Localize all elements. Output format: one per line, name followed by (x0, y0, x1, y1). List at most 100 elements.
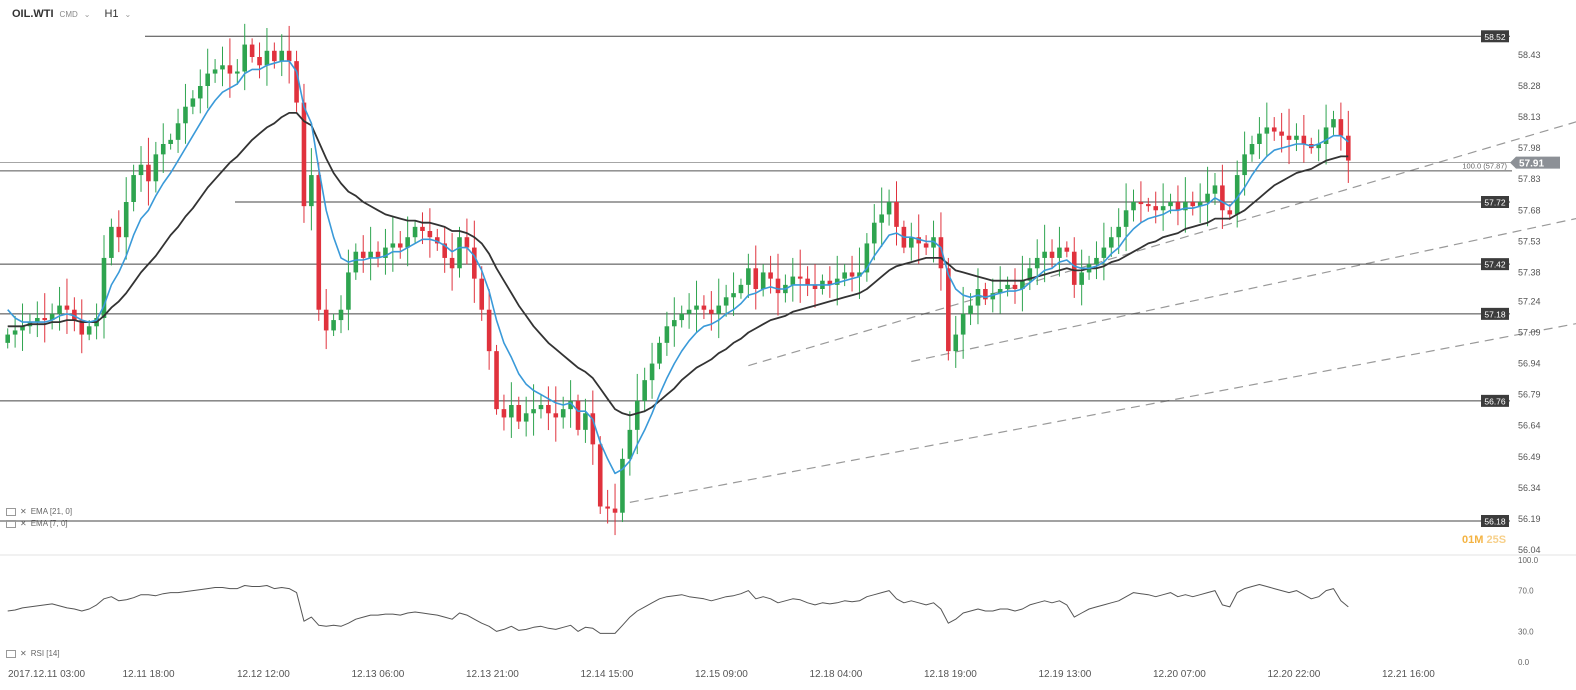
candle-body (1331, 119, 1336, 128)
candle-body (634, 400, 640, 430)
current-price-label: 57.91 (1519, 159, 1544, 170)
candle-body (175, 123, 181, 140)
close-icon[interactable]: ✕ (20, 519, 27, 528)
candle-body (138, 164, 144, 176)
price-tick-label: 56.04 (1518, 545, 1541, 555)
candle-body (657, 342, 662, 364)
price-tick-label: 57.24 (1518, 296, 1541, 306)
channel-line (911, 217, 1576, 363)
candle-body (368, 251, 373, 258)
candle-body (190, 98, 196, 107)
candle-body (531, 409, 536, 414)
candle-body (397, 243, 403, 248)
price-tick-label: 56.64 (1518, 421, 1541, 431)
close-icon[interactable]: ✕ (20, 649, 27, 658)
price-tick-label: 57.83 (1518, 174, 1541, 184)
rsi-tick-label: 0.0 (1518, 658, 1530, 667)
candle-body (812, 284, 818, 289)
candle-body (1101, 247, 1107, 258)
trend-channel (629, 121, 1576, 503)
candle-body (1242, 154, 1247, 176)
candle-body (1279, 131, 1284, 136)
candle-body (1042, 251, 1047, 258)
candle-body (353, 251, 359, 273)
candle-body (442, 243, 447, 258)
candle-body (864, 243, 870, 273)
candle-body (1153, 206, 1159, 211)
price-tick-label: 57.68 (1518, 205, 1541, 215)
candle-body (805, 278, 810, 285)
candle-body (583, 413, 588, 430)
candle-body (560, 409, 566, 418)
chart-header: OIL.WTI CMD ⌄ H1 ⌄ (12, 8, 131, 20)
candle-body (627, 429, 633, 459)
symbol-name[interactable]: OIL.WTI (12, 8, 54, 20)
time-tick-label: 12.15 09:00 (695, 669, 748, 680)
candle-body (1138, 202, 1144, 205)
price-axis: 58.43 58.28 58.13 57.98 57.83 57.68 57.53 57.38… (1518, 50, 1541, 555)
time-tick-label: 12.18 04:00 (810, 669, 863, 680)
candle-body (316, 175, 322, 310)
chevron-down-icon[interactable]: ⌄ (83, 9, 91, 19)
settings-icon[interactable] (6, 649, 16, 658)
price-tick-label: 56.34 (1518, 483, 1541, 493)
indicator-label: RSI [14] (30, 649, 60, 658)
candle-body (168, 139, 173, 144)
candle-body (220, 65, 225, 70)
candle-body (64, 305, 70, 310)
candle-body (205, 73, 210, 86)
indicator-ema21[interactable]: ✕ EMA [21, 0] (6, 507, 72, 516)
candle-body (1108, 237, 1114, 248)
candle-body (346, 272, 351, 310)
timeframe-selector[interactable]: H1 (104, 8, 119, 20)
candle-body (1057, 247, 1062, 258)
candle-body (672, 320, 677, 327)
settings-icon[interactable] (6, 519, 16, 528)
candle-body (79, 320, 85, 335)
candle-body (1116, 226, 1121, 238)
time-tick-label: 12.20 22:00 (1268, 669, 1321, 680)
ema-fast-line (7, 60, 1349, 475)
candle-body (227, 65, 233, 74)
candle-body (264, 50, 270, 66)
price-tick-label: 56.19 (1518, 514, 1541, 524)
candle-body (49, 313, 55, 321)
settings-icon[interactable] (6, 507, 16, 516)
time-tick-label: 12.21 16:00 (1382, 669, 1435, 680)
price-tick-label: 56.79 (1518, 390, 1541, 400)
candle-body (1227, 210, 1233, 215)
candle-body (886, 202, 892, 215)
level-tag (1481, 196, 1509, 208)
candle-body (1064, 247, 1070, 252)
candle-body (1301, 135, 1307, 144)
rsi-panel: 100.0 70.0 30.0 0.0 (7, 556, 1539, 667)
channel-line (629, 323, 1576, 503)
rsi-tick-label: 30.0 (1518, 627, 1534, 636)
price-tick-label: 58.28 (1518, 81, 1541, 91)
rsi-tick-label: 100.0 (1518, 556, 1539, 565)
candle-body (286, 50, 292, 62)
fib-label: 100.0 (57.87) (1462, 161, 1507, 170)
candle-body (871, 222, 877, 244)
candle-body (123, 202, 129, 238)
level-tag-label: 56.76 (1484, 396, 1506, 406)
time-tick-label: 12.18 19:00 (924, 669, 977, 680)
chevron-down-icon[interactable]: ⌄ (124, 9, 132, 19)
candle-body (338, 309, 344, 321)
horizontal-levels: 58.52 57.72 57.42 57.18 56.76 56.18 100.0 (57.… (0, 30, 1560, 527)
candle-body (1316, 144, 1321, 149)
level-tag-label: 58.52 (1484, 32, 1506, 42)
candle-body (590, 413, 596, 445)
candle-body (1123, 210, 1129, 227)
indicator-ema7[interactable]: ✕ EMA [7, 0] (6, 519, 68, 528)
candle-body (1257, 133, 1262, 144)
candle-body (309, 175, 314, 207)
candle-body (116, 226, 122, 238)
candle-body (1249, 144, 1255, 155)
time-tick-label: 12.13 06:00 (352, 669, 405, 680)
candle-body (1323, 127, 1329, 144)
close-icon[interactable]: ✕ (20, 507, 27, 516)
candle-body (1190, 202, 1196, 207)
indicator-rsi[interactable]: ✕ RSI [14] (6, 649, 60, 658)
